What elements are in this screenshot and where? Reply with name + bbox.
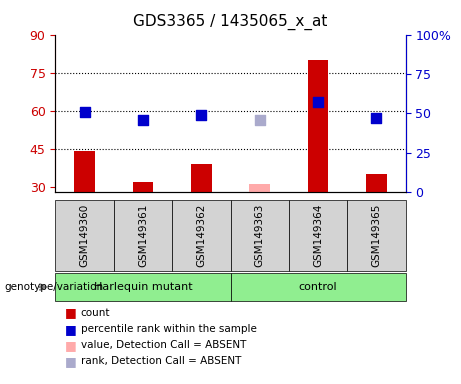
Point [373,115,380,121]
Text: count: count [81,308,110,318]
Text: percentile rank within the sample: percentile rank within the sample [81,324,257,334]
Text: rank, Detection Call = ABSENT: rank, Detection Call = ABSENT [81,356,241,366]
Text: ■: ■ [65,339,76,352]
Bar [308,60,328,192]
Text: GSM149364: GSM149364 [313,204,323,267]
Text: ■: ■ [65,355,76,368]
Text: GSM149360: GSM149360 [79,204,89,267]
Bar [74,151,95,192]
Point [256,116,263,122]
Bar [249,184,270,192]
Text: Harlequin mutant: Harlequin mutant [94,282,192,292]
Text: genotype/variation: genotype/variation [5,282,104,292]
Bar [133,182,153,192]
Text: GSM149365: GSM149365 [372,204,382,267]
Text: ■: ■ [65,306,76,319]
Bar [191,164,212,192]
Point [198,112,205,118]
Text: value, Detection Call = ABSENT: value, Detection Call = ABSENT [81,340,246,350]
Text: GSM149362: GSM149362 [196,204,207,267]
Point [81,109,88,115]
Title: GDS3365 / 1435065_x_at: GDS3365 / 1435065_x_at [133,14,328,30]
Text: GSM149361: GSM149361 [138,204,148,267]
Point [139,116,147,122]
Text: control: control [299,282,337,292]
Text: GSM149363: GSM149363 [254,204,265,267]
Bar [366,174,387,192]
Text: ■: ■ [65,323,76,336]
Point [314,99,322,105]
